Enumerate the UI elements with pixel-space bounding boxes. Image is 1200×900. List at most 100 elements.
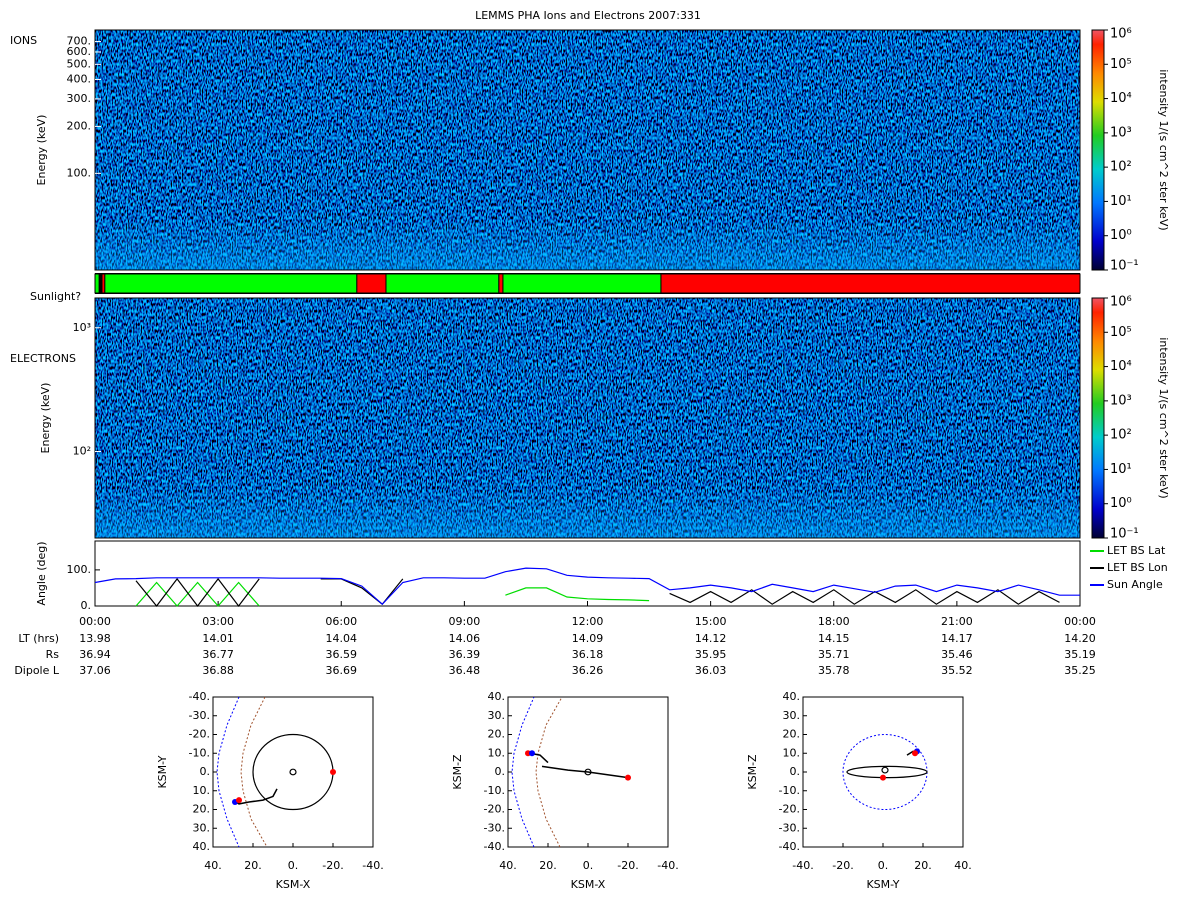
spectrogram-band bbox=[95, 220, 1080, 270]
ephemeris-label: Dipole L bbox=[14, 664, 60, 677]
x-tick-label: -40. bbox=[792, 859, 813, 872]
y-tick-label: -40. bbox=[779, 840, 800, 853]
x-tick-label: 20. bbox=[244, 859, 262, 872]
colorbar-tick-label: 10³ bbox=[1110, 393, 1132, 408]
ephemeris-value: 35.95 bbox=[695, 648, 727, 661]
y-tick-label: 30. bbox=[193, 821, 211, 834]
orbit-point bbox=[529, 750, 535, 757]
sunlight-segment bbox=[385, 273, 500, 294]
ephemeris-value: 36.69 bbox=[326, 664, 358, 677]
y-axis-label: Angle (deg) bbox=[35, 541, 48, 605]
y-tick-label: 500. bbox=[67, 57, 92, 70]
panel-frame bbox=[94, 297, 1081, 539]
y-axis-label: Energy (keV) bbox=[39, 383, 52, 454]
sunlight-segment bbox=[498, 273, 504, 294]
colorbar-tick-label: 10² bbox=[1110, 160, 1132, 175]
ephemeris-value: 14.09 bbox=[572, 632, 604, 645]
x-axis-label: KSM-X bbox=[276, 878, 311, 891]
x-tick-label: 09:00 bbox=[449, 615, 481, 628]
sunlight-segment bbox=[502, 273, 662, 294]
ephemeris-value: 35.78 bbox=[818, 664, 850, 677]
orbit-track bbox=[232, 788, 278, 805]
y-tick-label: -20. bbox=[189, 728, 210, 741]
legend-label: LET BS Lon bbox=[1107, 561, 1168, 574]
y-tick-label: 200. bbox=[67, 119, 92, 132]
ephemeris-value: 35.46 bbox=[941, 648, 973, 661]
colorbar-tick-label: 10⁻¹ bbox=[1110, 527, 1139, 542]
y-tick-label: 10³ bbox=[73, 321, 91, 334]
y-tick-label: 100. bbox=[67, 563, 92, 576]
x-tick-label: -20. bbox=[617, 859, 638, 872]
y-tick-label: 0. bbox=[81, 599, 92, 612]
orbit-point bbox=[880, 774, 886, 781]
ephemeris-value: 36.18 bbox=[572, 648, 604, 661]
y-tick-label: 10. bbox=[783, 746, 801, 759]
y-tick-label: 600. bbox=[67, 45, 92, 58]
x-tick-label: 12:00 bbox=[572, 615, 604, 628]
ephemeris-value: 14.20 bbox=[1064, 632, 1096, 645]
y-tick-label: -30. bbox=[189, 709, 210, 722]
x-tick-label: 03:00 bbox=[202, 615, 234, 628]
panel-name: Sunlight? bbox=[30, 290, 81, 303]
y-tick-label: 10. bbox=[193, 784, 211, 797]
y-tick-label: 20. bbox=[488, 728, 506, 741]
ephemeris-value: 36.39 bbox=[449, 648, 481, 661]
ephemeris-value: 36.77 bbox=[202, 648, 234, 661]
colorbar-tick-label: 10⁵ bbox=[1110, 325, 1132, 340]
ephemeris-value: 13.98 bbox=[79, 632, 111, 645]
x-tick-label: -40. bbox=[362, 859, 383, 872]
sunlight-segment bbox=[356, 273, 387, 294]
y-tick-label: 0. bbox=[200, 765, 211, 778]
colorbar-tick-label: 10⁵ bbox=[1110, 57, 1132, 72]
y-tick-label: 400. bbox=[67, 72, 92, 85]
y-tick-label: 40. bbox=[193, 840, 211, 853]
chart-title: LEMMS PHA Ions and Electrons 2007:331 bbox=[475, 9, 701, 22]
ephemeris-value: 36.48 bbox=[449, 664, 481, 677]
colorbar-tick-label: 10⁴ bbox=[1110, 91, 1132, 106]
y-tick-label: 10. bbox=[488, 746, 506, 759]
y-tick-label: 20. bbox=[193, 803, 211, 816]
y-tick-label: 30. bbox=[488, 709, 506, 722]
y-axis-label: Energy (keV) bbox=[35, 115, 48, 186]
legend-label: Sun Angle bbox=[1107, 578, 1163, 591]
x-tick-label: 18:00 bbox=[818, 615, 850, 628]
ephemeris-value: 35.25 bbox=[1064, 664, 1096, 677]
orbit-point bbox=[330, 769, 336, 775]
x-tick-label: 20. bbox=[914, 859, 932, 872]
y-tick-label: 700. bbox=[67, 35, 92, 48]
y-tick-label: -30. bbox=[484, 821, 505, 834]
colorbar-tick-label: 10⁰ bbox=[1110, 496, 1132, 511]
orbit-point bbox=[912, 750, 918, 757]
colorbar-label: intensity 1/(s cm^2 ster keV) bbox=[1157, 69, 1170, 230]
panel-name: IONS bbox=[10, 34, 37, 47]
ephemeris-value: 14.17 bbox=[941, 632, 973, 645]
ephemeris-value: 36.03 bbox=[695, 664, 727, 677]
x-tick-label: 40. bbox=[204, 859, 222, 872]
ephemeris-value: 37.06 bbox=[79, 664, 111, 677]
x-axis-label: KSM-Y bbox=[866, 878, 899, 891]
series-line bbox=[94, 567, 1080, 606]
sunlight-segment bbox=[94, 273, 100, 294]
ephemeris-value: 14.06 bbox=[449, 632, 481, 645]
y-tick-label: -40. bbox=[189, 690, 210, 703]
ephemeris-value: 14.01 bbox=[202, 632, 234, 645]
colorbar-label: intensity 1/(s cm^2 ster keV) bbox=[1157, 337, 1170, 498]
ephemeris-value: 14.12 bbox=[695, 632, 727, 645]
y-tick-label: -20. bbox=[779, 803, 800, 816]
colorbar-tick-label: 10¹ bbox=[1110, 462, 1132, 477]
x-tick-label: -20. bbox=[832, 859, 853, 872]
x-tick-label: 40. bbox=[499, 859, 517, 872]
series-line bbox=[135, 581, 650, 607]
legend-label: LET BS Lat bbox=[1107, 544, 1166, 557]
colorbar-tick-label: 10⁴ bbox=[1110, 359, 1132, 374]
orbit-track bbox=[541, 765, 629, 779]
x-tick-label: 20. bbox=[539, 859, 557, 872]
x-tick-label: 40. bbox=[954, 859, 972, 872]
y-tick-label: 10² bbox=[73, 445, 91, 458]
y-tick-label: 20. bbox=[783, 728, 801, 741]
y-axis-label: KSM-Z bbox=[451, 754, 464, 790]
x-tick-label: 0. bbox=[583, 859, 594, 872]
ephemeris-label: Rs bbox=[46, 648, 60, 661]
y-axis-label: KSM-Y bbox=[156, 755, 169, 788]
ephemeris-value: 36.88 bbox=[202, 664, 234, 677]
